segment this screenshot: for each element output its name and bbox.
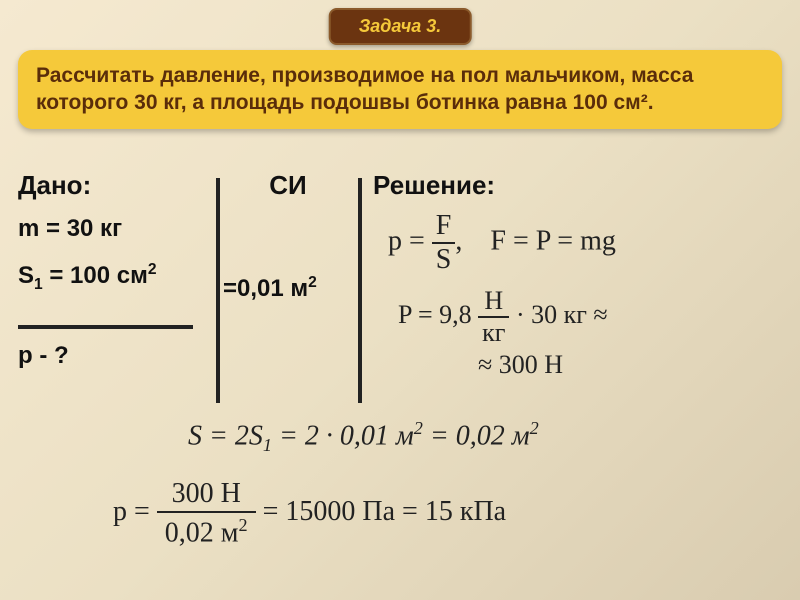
eq1-comma: , — [455, 225, 462, 256]
given-area: S1 = 100 см2 — [18, 261, 218, 294]
eq2-P: P = 9,8 — [398, 300, 472, 329]
eq4-fraction: 300 Н 0,02 м2 — [157, 480, 256, 547]
eq2-rest: · 30 кг ≈ — [516, 300, 608, 329]
equation-area-calc: S = 2S1 = 2 · 0,01 м2 = 0,02 м2 — [188, 418, 539, 456]
eq4-den: 0,02 м2 — [157, 513, 256, 547]
eq2-fraction: Н кг — [478, 288, 509, 346]
solution-column: Решение: — [373, 170, 782, 215]
equation-weight-calc: P = 9,8 Н кг · 30 кг ≈ — [398, 288, 608, 346]
task-badge-label: Задача 3. — [359, 16, 442, 36]
eq4-result: = 15000 Па = 15 кПа — [263, 496, 506, 527]
eq1-num: F — [432, 212, 456, 244]
equation-pressure-result: p = 300 Н 0,02 м2 = 15000 Па = 15 кПа — [113, 480, 506, 547]
si-column: СИ =0,01 м2 — [223, 170, 353, 215]
problem-statement: Рассчитать давление, производимое на пол… — [18, 50, 782, 129]
equation-pressure-formula: p = F S , F = P = mg — [388, 212, 616, 274]
task-badge: Задача 3. — [329, 8, 472, 45]
eq2-num: Н — [478, 288, 509, 318]
si-area-converted: =0,01 м2 — [223, 274, 317, 303]
given-title: Дано: — [18, 170, 218, 201]
eq4-num: 300 Н — [157, 480, 256, 513]
si-title: СИ — [223, 170, 353, 201]
eq4-p: p = — [113, 496, 150, 527]
given-column: Дано: m = 30 кг S1 = 100 см2 p - ? — [18, 170, 218, 388]
eq1-fraction: F S — [432, 212, 456, 274]
eq1-force: F = P = mg — [490, 225, 615, 256]
eq2-approx: ≈ 300 Н — [478, 350, 563, 379]
eq2-den: кг — [478, 318, 509, 346]
eq1-den: S — [432, 244, 456, 274]
given-unknown: p - ? — [18, 342, 218, 370]
equation-weight-result: ≈ 300 Н — [478, 350, 563, 380]
eq1-p: p = — [388, 225, 425, 256]
solution-area: Дано: m = 30 кг S1 = 100 см2 p - ? СИ =0… — [18, 170, 782, 590]
divider-vertical-2 — [358, 178, 362, 403]
given-mass: m = 30 кг — [18, 215, 218, 243]
solution-title: Решение: — [373, 170, 782, 201]
problem-text: Рассчитать давление, производимое на пол… — [36, 64, 693, 114]
